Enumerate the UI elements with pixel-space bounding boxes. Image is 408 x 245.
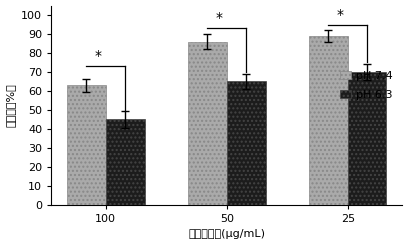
Bar xyxy=(227,82,266,205)
Text: *: * xyxy=(95,49,102,63)
Bar xyxy=(348,72,386,205)
Text: *: * xyxy=(337,8,344,22)
X-axis label: 紫杉醇浓度(µg/mL): 紫杉醇浓度(µg/mL) xyxy=(188,230,265,239)
Y-axis label: 抑制率（%）: 抑制率（%） xyxy=(6,83,16,127)
Bar xyxy=(106,120,144,205)
Text: *: * xyxy=(215,12,222,25)
Bar xyxy=(309,36,348,205)
Legend: pH 7.4, pH 6.3: pH 7.4, pH 6.3 xyxy=(336,66,397,104)
Bar xyxy=(67,85,106,205)
Bar xyxy=(188,42,227,205)
